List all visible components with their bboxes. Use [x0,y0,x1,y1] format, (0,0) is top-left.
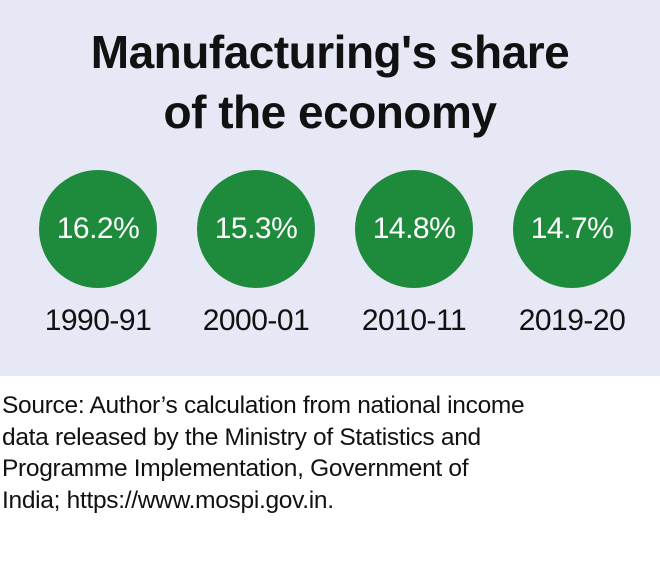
chart-title-line-2: of the economy [163,86,497,138]
year-label-2000-01: 2000-01 [202,304,310,337]
value-label: 16.2% [56,212,140,245]
year-label-2010-11: 2010-11 [361,304,467,337]
year-label-2019-20: 2019-20 [518,304,626,337]
value-circle-2000-01: 15.3% [197,170,315,288]
source-line-1: Source: Author’s calculation from nation… [2,392,525,419]
value-label: 15.3% [214,212,298,245]
chart-panel: Manufacturing's share of the economy 16.… [0,0,660,376]
value-label: 14.8% [372,212,456,245]
chart-title: Manufacturing's share of the economy [0,22,660,142]
source-line-4: India; https://www.mospi.gov.in. [2,486,334,514]
value-circle-2019-20: 14.7% [513,170,631,288]
value-label: 14.7% [530,212,614,245]
chart-title-line-1: Manufacturing's share [90,26,570,78]
year-label-1990-91: 1990-91 [44,304,152,337]
value-circle-2010-11: 14.8% [355,170,473,288]
value-circle-1990-91: 16.2% [39,170,157,288]
source-line-3: Programme Implementation, Government of [2,455,469,482]
value-circles: 16.2% 15.3% 14.8% 14.7% [0,170,660,290]
source-note: Source: Author’s calculation from nation… [2,390,652,516]
source-line-2: data released by the Ministry of Statist… [2,423,481,451]
